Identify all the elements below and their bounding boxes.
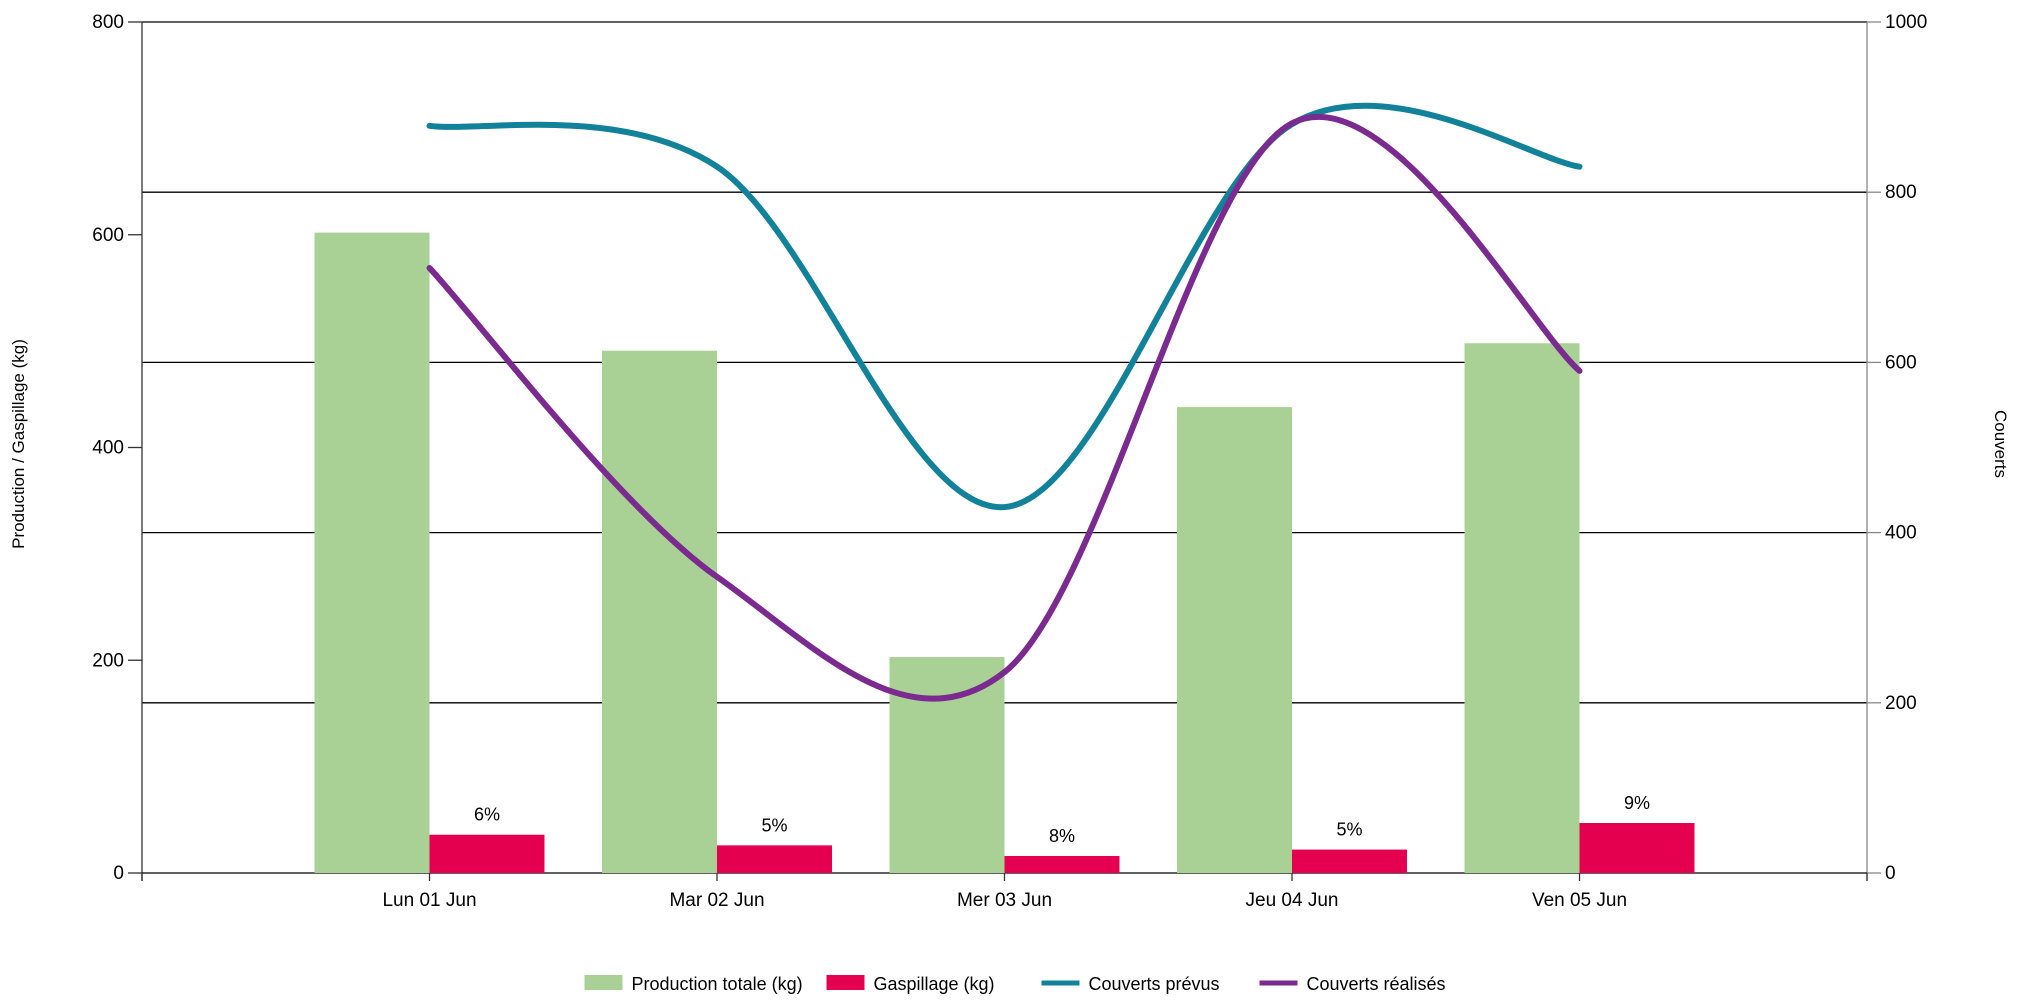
y-left-tick-label: 0 (113, 863, 124, 884)
y-left-tick-label: 600 (92, 225, 124, 246)
y-left-tick-label: 400 (92, 438, 124, 459)
bar-data-label: 9% (1624, 793, 1650, 813)
y-axis-right-title: Couverts (1991, 410, 2010, 478)
x-tick-label: Jeu 04 Jun (1246, 890, 1339, 911)
bar-gaspillage (1579, 823, 1695, 873)
bar-gaspillage (1004, 855, 1120, 873)
bar-data-label: 8% (1049, 826, 1075, 846)
legend-label: Couverts prévus (1089, 974, 1220, 994)
bar-gaspillage (429, 834, 545, 873)
y-right-tick-label: 0 (1885, 863, 1896, 884)
legend: Production totale (kg) Gaspillage (kg) Cou… (584, 974, 1446, 994)
axes: 0 200 400 600 800 0 200 400 600 800 1000 Lun 01 Jun… (92, 12, 1927, 911)
bars (314, 232, 1695, 874)
lines (426, 102, 1583, 702)
legend-swatch (584, 975, 623, 990)
bar-production (1177, 407, 1292, 873)
legend-label: Gaspillage (kg) (874, 974, 995, 994)
y-left-tick-label: 800 (92, 12, 124, 33)
x-tick-label: Mer 03 Jun (957, 890, 1052, 911)
y-right-tick-label: 200 (1885, 693, 1917, 714)
y-right-tick-label: 400 (1885, 523, 1917, 544)
legend-swatch (826, 975, 865, 990)
y-axis-left-title: Production / Gaspillage (kg) (9, 339, 28, 549)
data-labels: 6% 5% 8% 5% 9% (474, 793, 1650, 846)
bar-production (1464, 343, 1580, 873)
bar-production (889, 657, 1005, 873)
bar-gaspillage (717, 845, 832, 873)
x-tick-label: Lun 01 Jun (382, 890, 476, 911)
line-couverts-realises (426, 113, 1583, 702)
legend-label: Couverts réalisés (1307, 974, 1446, 994)
bar-production (602, 350, 717, 874)
bar-data-label: 5% (1336, 820, 1362, 840)
y-right-tick-label: 1000 (1885, 12, 1927, 33)
bar-gaspillage (1292, 849, 1407, 873)
bar-data-label: 6% (474, 805, 500, 825)
line-couverts-prevus (426, 102, 1583, 511)
legend-label: Production totale (kg) (632, 974, 803, 994)
bar-data-label: 5% (761, 815, 787, 835)
x-tick-label: Ven 05 Jun (1532, 890, 1627, 911)
y-right-tick-label: 600 (1885, 352, 1917, 373)
x-tick-label: Mar 02 Jun (669, 890, 764, 911)
y-left-tick-label: 200 (92, 650, 124, 671)
bar-production (314, 232, 430, 873)
y-right-tick-label: 800 (1885, 182, 1917, 203)
